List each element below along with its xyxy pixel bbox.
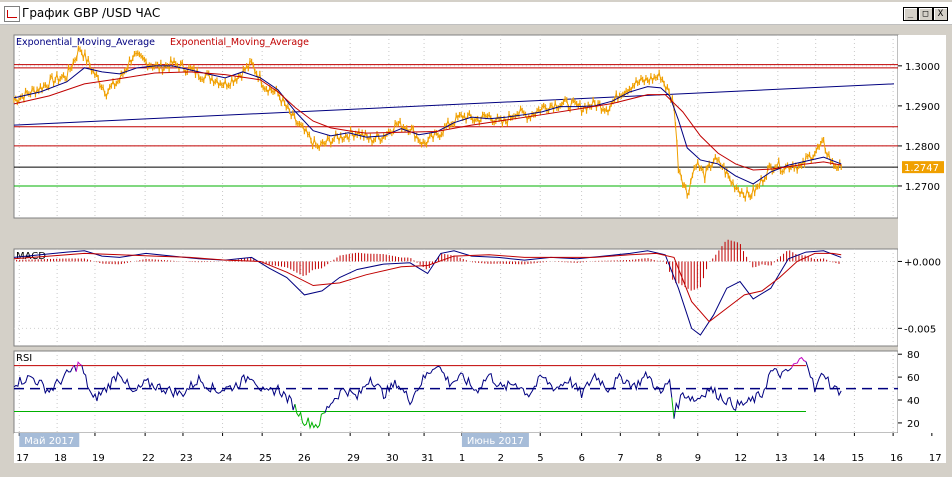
time-tick-label: 15 [851,453,864,464]
rsi-line-segment [324,365,673,413]
time-tick-label: 22 [142,453,155,464]
price-tick-label: 1.3000 [905,62,940,73]
macd-tick-label: +0.000 [904,257,941,268]
window-title: График GBP /USD ЧАС [22,6,161,20]
macd-line-1 [13,252,842,323]
time-tick-label: 31 [421,453,434,464]
time-tick-label: 25 [259,453,272,464]
time-tick-label: 14 [813,453,826,464]
time-tick-label: 8 [656,453,662,464]
rsi-line-segment [73,365,77,372]
rsi-tick-label: 20 [907,419,920,430]
time-axis-background [14,433,898,463]
time-tick-label: 16 [890,453,903,464]
time-tick-label: 24 [220,453,233,464]
month-label: Май 2017 [24,436,74,447]
panel-background-2 [13,350,899,434]
time-tick-label: 26 [298,453,311,464]
time-tick-label: 18 [54,453,67,464]
minimize-button[interactable]: _ [903,7,918,21]
time-tick-label: 9 [695,453,701,464]
rsi-line-segment [13,367,73,395]
price-trendline [13,83,895,126]
rsi-tick-label: 40 [907,396,920,407]
rsi-line-segment [791,356,807,369]
month-label: Июнь 2017 [467,436,524,447]
time-tick-label: 7 [617,453,623,464]
price-tick-label: 1.2700 [905,182,940,193]
time-tick-label: 23 [180,453,193,464]
rsi-label: RSI [16,353,32,364]
time-tick-label: 6 [579,453,585,464]
legend-ema-blue: Exponential_Moving_Average [16,37,155,48]
price-tick-label: 1.2800 [905,142,940,153]
time-tick-label: 1 [459,453,465,464]
current-price-badge [902,161,944,174]
macd-line-0 [13,250,842,336]
price-line [13,47,842,201]
rsi-line-segment [671,397,675,419]
time-tick-label: 12 [734,453,747,464]
macd-tick-label: -0.005 [904,324,936,335]
time-tick-label: 19 [92,453,105,464]
maximize-button[interactable]: □ [918,7,933,21]
time-tick-label: 17 [929,453,942,464]
rsi-line-segment [673,367,792,419]
time-tick-label: 5 [537,453,543,464]
price-tick-label: 1.2900 [905,102,940,113]
macd-histogram-group [16,239,840,291]
rsi-line-segment [75,361,83,372]
time-tick-label: 29 [347,453,360,464]
close-button[interactable]: X [933,7,948,21]
month-label-background [19,433,80,447]
time-tick-label: 2 [498,453,504,464]
time-tick-label: 13 [775,453,788,464]
time-tick-label: 17 [16,453,29,464]
time-tick-label: 30 [386,453,399,464]
rsi-line-segment [81,365,296,411]
macd-label: MACD [16,251,46,262]
month-label-background [461,433,529,447]
legend-ema-red: Exponential_Moving_Average [170,37,309,48]
value-axis-background [898,35,946,463]
chart-area[interactable]: 1.3000 1.2900 1.2800 1.2700 1.2747 Exponentia… [0,24,952,473]
rsi-tick-label: 80 [907,350,920,361]
rsi-line-segment [805,361,842,397]
rsi-tick-label: 60 [907,373,920,384]
title-bar[interactable]: График GBP /USD ЧАС _ □ X [0,2,952,25]
chart-svg[interactable]: 1.3000 1.2900 1.2800 1.2700 1.2747 Exponentia… [0,24,952,473]
ema-line-1 [13,65,842,185]
ema-line-2 [13,71,842,171]
rsi-line-segment [294,404,326,430]
current-price-label: 1.2747 [904,163,939,174]
panel-background-1 [13,248,899,347]
chart-app-icon [4,6,20,22]
